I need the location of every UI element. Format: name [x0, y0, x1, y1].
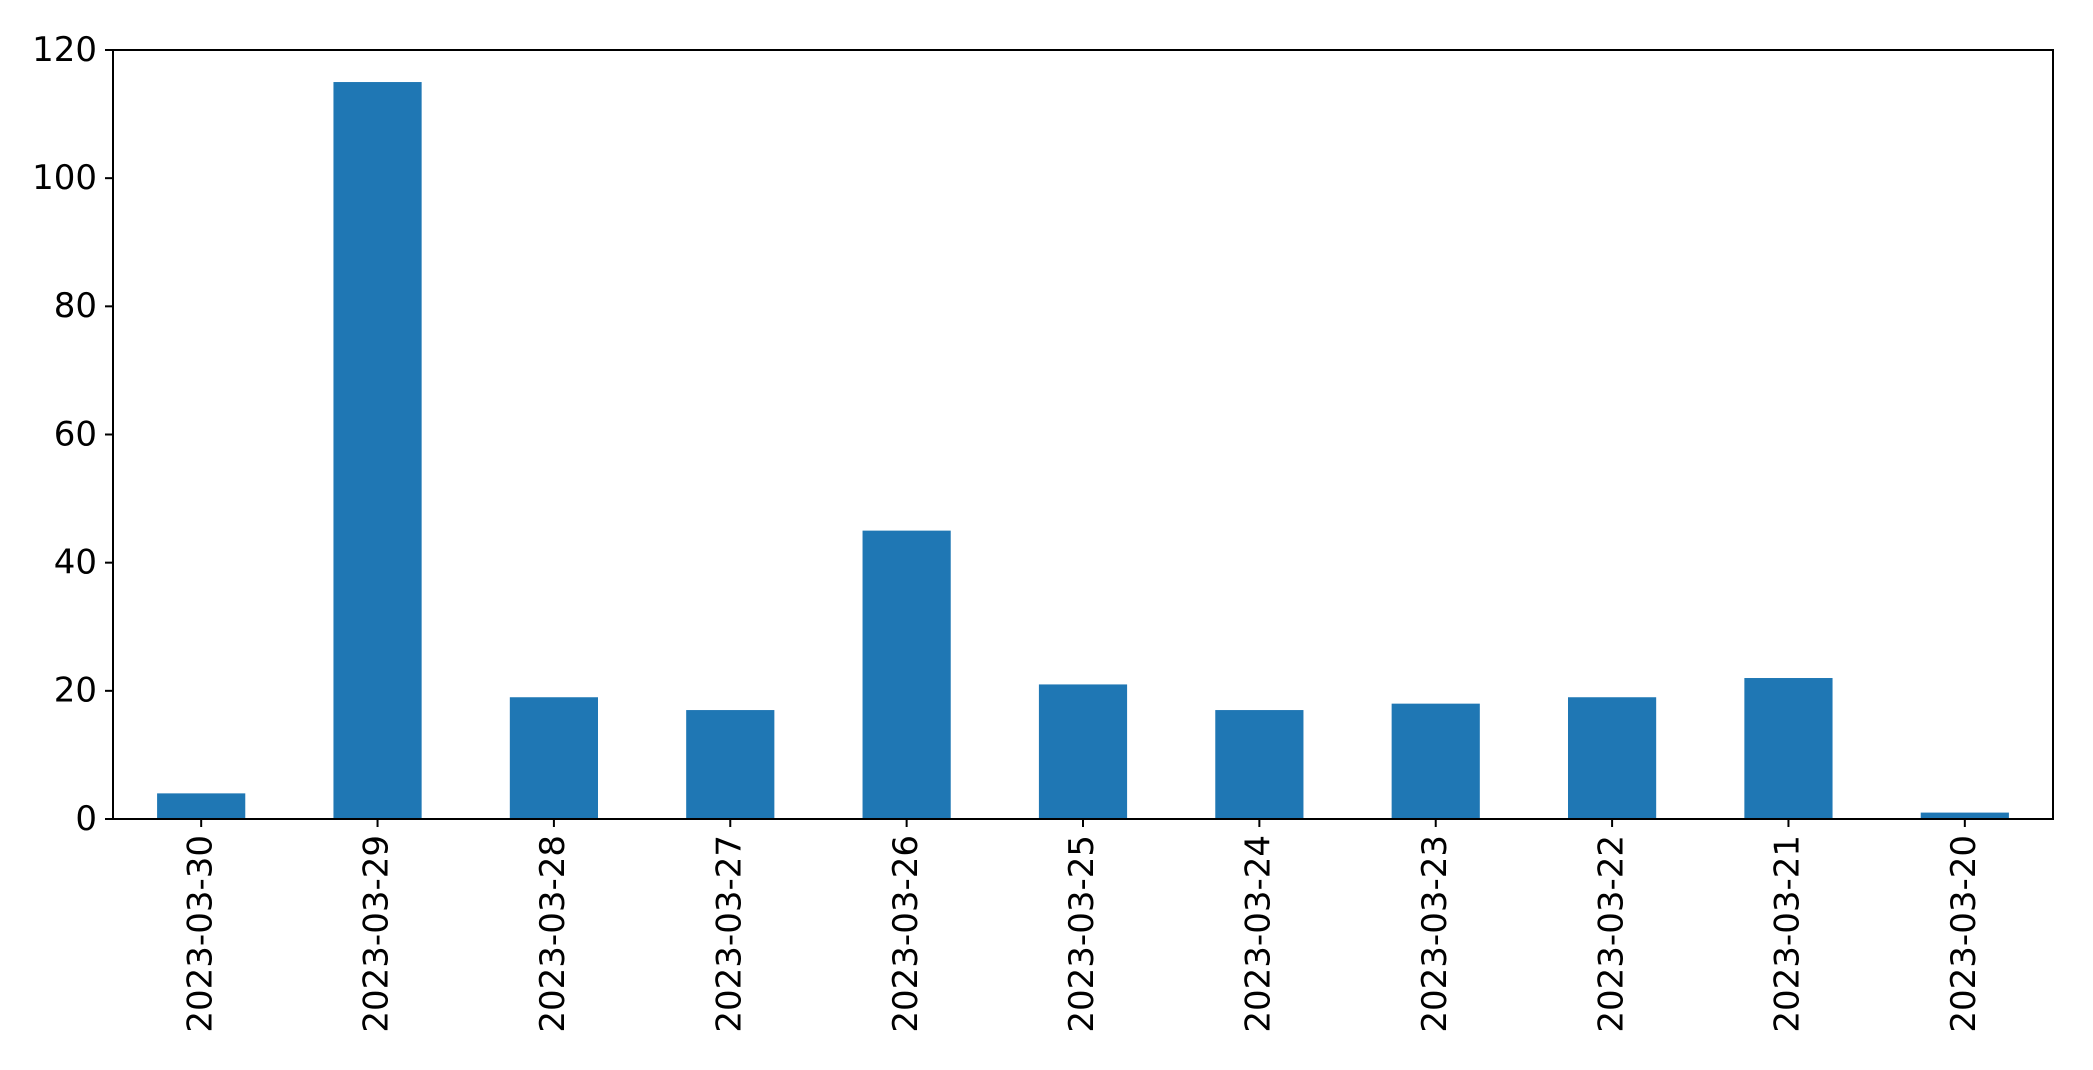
x-tick-label: 2023-03-23 [1415, 835, 1455, 1033]
x-tick-label: 2023-03-21 [1768, 835, 1808, 1033]
bar-2023-03-22 [1568, 697, 1657, 819]
bar-2023-03-26 [862, 530, 951, 819]
x-tick-label: 2023-03-22 [1591, 835, 1631, 1033]
y-tick-label: 20 [54, 671, 97, 711]
bar-2023-03-21 [1744, 678, 1833, 819]
bar-2023-03-28 [509, 697, 598, 819]
bar-2023-03-20 [1920, 812, 2009, 819]
y-tick-label: 100 [32, 158, 97, 198]
bar-2023-03-29 [333, 82, 422, 819]
x-tick-label: 2023-03-26 [886, 835, 926, 1033]
x-tick-label: 2023-03-29 [357, 835, 397, 1033]
x-tick-label: 2023-03-28 [533, 835, 573, 1033]
bar-2023-03-27 [686, 710, 775, 819]
bar-2023-03-25 [1038, 684, 1128, 819]
y-tick-label: 80 [54, 286, 97, 326]
bar-2023-03-30 [157, 793, 246, 819]
x-tick-label: 2023-03-25 [1062, 835, 1102, 1033]
x-tick-label: 2023-03-30 [180, 835, 220, 1033]
y-tick-label: 120 [32, 30, 97, 70]
bar-2023-03-23 [1391, 703, 1480, 819]
y-tick-label: 40 [54, 543, 97, 583]
x-tick-label: 2023-03-20 [1944, 835, 1984, 1033]
y-tick-label: 0 [75, 799, 97, 839]
x-tick-label: 2023-03-27 [709, 835, 749, 1033]
y-tick-label: 60 [54, 414, 97, 454]
bar-2023-03-24 [1215, 710, 1304, 819]
x-tick-label: 2023-03-24 [1239, 835, 1279, 1033]
